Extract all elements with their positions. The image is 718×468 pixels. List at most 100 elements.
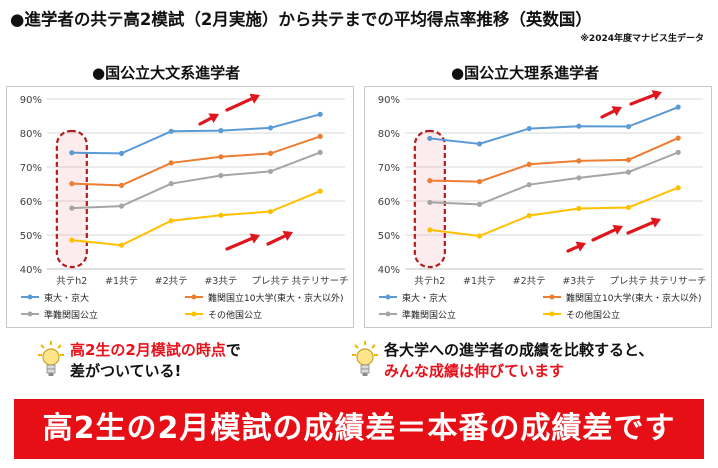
- y-tick-label: 90%: [20, 95, 42, 106]
- lightbulb-icon: [352, 341, 378, 376]
- data-point: [476, 179, 483, 185]
- chart-title-sciences: ●国公立大理系進学者: [451, 64, 600, 82]
- series-line-1: [71, 113, 321, 155]
- data-point: [69, 181, 75, 187]
- data-point: [118, 150, 125, 156]
- data-point: [526, 213, 532, 219]
- series-line-3: [429, 151, 679, 206]
- data-point: [675, 149, 681, 155]
- data-point: [168, 181, 174, 187]
- data-point: [526, 182, 532, 188]
- chart-title-humanities: ●国公立大文系進学者: [92, 64, 241, 82]
- y-tick-label: 50%: [20, 231, 42, 242]
- data-point: [118, 203, 125, 209]
- legend-swatch-marker: [191, 311, 197, 317]
- x-tick-label: プレ共テ: [251, 276, 289, 287]
- takeaway-right: 各大学への進学者の成績を比較すると、 みんな成績は伸びています: [352, 340, 653, 382]
- data-point: [427, 199, 433, 205]
- data-point: [218, 154, 224, 160]
- data-point: [218, 128, 224, 134]
- series-line-2: [71, 135, 321, 187]
- x-tick-label: 共テh2: [414, 276, 445, 287]
- data-point: [168, 128, 174, 134]
- y-tick-label: 40%: [378, 265, 400, 276]
- data-point: [576, 175, 582, 181]
- legend-label: 東大・京大: [44, 292, 89, 304]
- trend-arrow: [225, 93, 260, 112]
- data-point: [69, 150, 75, 156]
- legend-label: 東大・京大: [402, 292, 447, 304]
- data-point: [576, 158, 582, 164]
- y-tick-label: 60%: [378, 197, 400, 208]
- data-point: [625, 157, 632, 163]
- y-tick-label: 80%: [378, 129, 400, 140]
- legend-swatch-marker: [27, 311, 33, 317]
- legend-swatch-marker: [385, 294, 391, 300]
- data-point: [267, 168, 274, 175]
- chart-sciences: 40% 50% 60% 70% 80% 90% 共テh2 #1共テ #2共テ #3共テ プレ共テ 共テ…: [364, 86, 712, 328]
- legend-swatch-marker: [27, 294, 33, 300]
- trend-arrow: [198, 113, 219, 126]
- conclusion-banner: 高2生の2月模試の成績差＝本番の成績差です: [14, 399, 704, 459]
- data-source-note: ※2024年度マナビス生データ: [580, 34, 704, 44]
- data-point: [267, 150, 274, 156]
- trend-arrow: [566, 241, 586, 253]
- page-title: ●進学者の共テ高2模試（2月実施）から共テまでの平均得点率推移（英数国）: [10, 10, 592, 29]
- data-point: [267, 125, 274, 131]
- data-point: [317, 188, 323, 194]
- y-tick-label: 50%: [378, 231, 400, 242]
- data-point: [168, 218, 174, 224]
- data-point: [526, 161, 532, 167]
- trend-arrow: [629, 90, 662, 106]
- data-point: [625, 204, 632, 211]
- takeaway-right-line1: 各大学への進学者の成績を比較すると、: [384, 341, 654, 359]
- data-point: [317, 133, 323, 139]
- legend-label: その他国公立: [208, 309, 262, 321]
- data-point: [168, 160, 174, 166]
- trend-arrow: [600, 106, 622, 119]
- x-tick-label: 共テh2: [56, 276, 87, 287]
- series-line-4: [429, 186, 679, 238]
- data-point: [118, 182, 125, 188]
- x-tick-label: #1共テ: [105, 276, 138, 287]
- takeaway-left-suffix: で: [225, 341, 241, 359]
- data-point: [476, 141, 483, 147]
- series-line-1: [429, 106, 679, 145]
- legend-label: 準難関国公立: [402, 309, 456, 321]
- trend-arrow: [266, 230, 293, 246]
- data-point: [625, 169, 632, 175]
- data-point: [317, 111, 323, 117]
- data-point: [476, 233, 483, 239]
- legend-swatch-marker: [385, 311, 391, 317]
- takeaway-left: 高2生の2月模試の時点で 差がついている!: [38, 340, 241, 382]
- x-tick-label: #2共テ: [155, 276, 188, 287]
- chart-humanities-svg: 40% 50% 60% 70% 80% 90% 共テh2 #1共テ #2共テ #3共テ プレ共テ 共テ…: [20, 93, 349, 321]
- data-point: [476, 201, 483, 207]
- data-point: [675, 104, 681, 110]
- trend-arrow: [626, 217, 661, 235]
- x-tick-label: 共テリサーチ: [650, 276, 707, 287]
- x-tick-label: #3共テ: [562, 276, 595, 287]
- y-tick-label: 90%: [378, 95, 400, 106]
- data-point: [576, 123, 582, 129]
- data-point: [675, 185, 681, 191]
- data-point: [218, 172, 224, 179]
- chart-sciences-svg: 40% 50% 60% 70% 80% 90% 共テh2 #1共テ #2共テ #3共テ プレ共テ 共テ…: [378, 90, 707, 321]
- y-tick-label: 60%: [20, 197, 42, 208]
- data-point: [267, 208, 274, 215]
- series-line-3: [71, 151, 321, 210]
- legend-swatch-marker: [549, 294, 555, 300]
- data-point: [526, 125, 532, 132]
- data-point: [675, 135, 681, 141]
- x-tick-label: 共テリサーチ: [292, 276, 349, 287]
- takeaway-left-highlight: 高2生の2月模試の時点: [70, 341, 226, 359]
- legend-label: 準難関国公立: [44, 309, 98, 321]
- data-point: [427, 178, 433, 184]
- y-tick-label: 40%: [20, 265, 42, 276]
- legend-swatch-marker: [549, 311, 555, 317]
- takeaway-right-line2: みんな成績は伸びています: [384, 362, 565, 380]
- first-mock-highlight: [55, 129, 88, 269]
- legend-label: その他国公立: [566, 309, 620, 321]
- x-tick-label: #1共テ: [463, 276, 496, 287]
- takeaway-left-line2: 差がついている!: [70, 362, 182, 380]
